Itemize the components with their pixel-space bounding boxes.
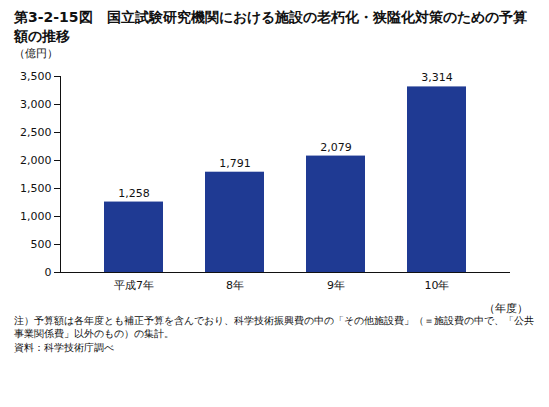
html-text:注）予算額は各年度とも補正予算を含んでおり、科学技術振興費の: 注）予算額は各年度とも補正予算を含んでおり、科学技術振興費の中の「その他施設費」… <box>14 314 534 340</box>
svg-text:10年: 10年 <box>425 279 450 292</box>
svg-text:0: 0 <box>45 266 52 279</box>
svg-text:2,079: 2,079 <box>320 140 352 153</box>
svg-text:3,000: 3,000 <box>20 98 52 111</box>
html-text:資料：科学技術庁調べ: 資料：科学技術庁調べ <box>14 341 114 353</box>
svg-text:（年度）: （年度） <box>484 301 528 314</box>
svg-text:1,500: 1,500 <box>20 182 52 195</box>
svg-text:8年: 8年 <box>226 279 244 292</box>
svg-text:9年: 9年 <box>327 279 345 292</box>
svg-text:（億円）: （億円） <box>14 47 58 60</box>
svg-text:平成7年: 平成7年 <box>114 279 154 292</box>
svg-text:3,500: 3,500 <box>20 70 52 83</box>
svg-text:500: 500 <box>31 238 52 251</box>
html-text:第3-2-15図 国立試験研究機関における施設の老朽化・狭隘: 第3-2-15図 国立試験研究機関における施設の老朽化・狭隘化対策のための予算額… <box>14 9 527 44</box>
svg-text:1,000: 1,000 <box>20 210 52 223</box>
svg-text:1,258: 1,258 <box>118 186 150 199</box>
svg-text:2,000: 2,000 <box>20 154 52 167</box>
svg-text:1,791: 1,791 <box>219 157 251 170</box>
svg-text:3,314: 3,314 <box>421 71 453 84</box>
svg-text:2,500: 2,500 <box>20 126 52 139</box>
